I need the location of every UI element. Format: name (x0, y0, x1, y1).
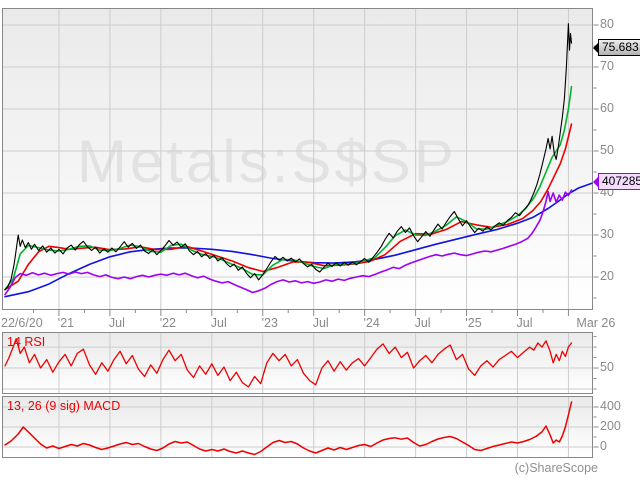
x-axis-tick-label: Mar 26 (576, 316, 616, 330)
x-axis-tick-label: Jul (414, 316, 431, 330)
x-axis-tick-label: '21 (57, 316, 75, 330)
x-axis-tick-label: '23 (261, 316, 278, 330)
x-axis-tick-label: '25 (465, 316, 482, 330)
rsi-label: 14 RSI (7, 335, 46, 349)
y-axis-tick-label: 30 (600, 226, 614, 241)
y-axis-tick-label: 20 (600, 268, 614, 283)
y-axis-tick-label: 70 (600, 59, 614, 73)
x-axis-tick-label: Jul (108, 316, 125, 330)
x-axis-tick-label: 22/6/20 (1, 316, 43, 330)
x-axis-tick-label: '24 (363, 316, 380, 330)
relative-value-tag: 407285 (598, 173, 640, 190)
x-axis-tick-label: Jul (516, 316, 533, 330)
x-axis-tick-label: Jul (312, 316, 329, 330)
copyright: (c)ShareScope (514, 461, 598, 475)
y-axis-tick-label: 80 (600, 17, 614, 31)
y-axis-tick-label: 400 (600, 399, 621, 413)
y-axis-tick-label: 60 (600, 101, 614, 115)
y-axis-tick-label: 50 (600, 360, 614, 375)
y-axis-tick-label: 200 (600, 419, 621, 433)
watermark: Metals:S$SP (77, 128, 457, 195)
last-price-tag: 75.683 (598, 39, 640, 56)
y-axis-tick-label: 50 (600, 142, 614, 157)
y-axis-tick-label: 0 (600, 439, 607, 453)
price-panel[interactable]: Metals:S$SP (2, 8, 593, 310)
x-axis-tick-label: '22 (159, 316, 176, 330)
x-axis-tick-label: Jul (210, 316, 227, 330)
macd-label: 13, 26 (9 sig) MACD (7, 399, 121, 413)
rsi-panel[interactable] (2, 332, 593, 394)
